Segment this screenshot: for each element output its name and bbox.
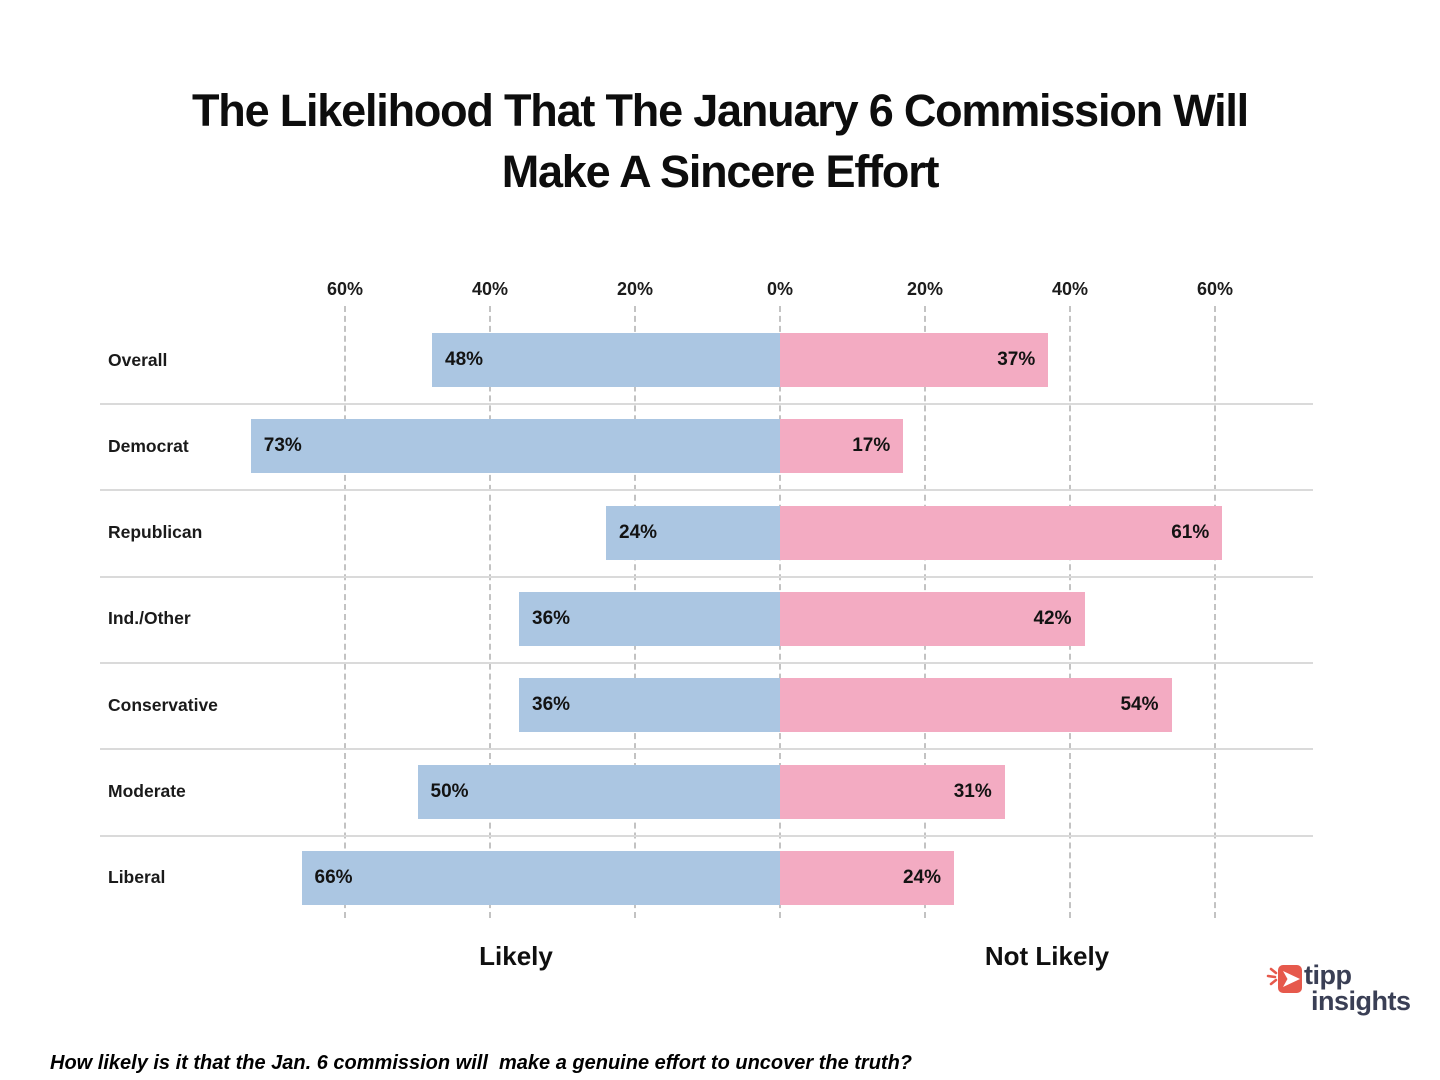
likely-bar: 66% [301,850,780,905]
row-separator [100,489,1313,492]
likely-value-label: 36% [532,607,571,629]
axis-tick-label: 20% [906,279,944,299]
likely-bar: 73% [250,419,780,474]
axis-tick-label: 0% [766,279,794,299]
tipp-logo-icon [1266,965,1302,993]
not-likely-value-label: 17% [852,435,891,457]
logo-word-tipp: tipp [1304,960,1352,990]
not-likely-bar: 61% [780,505,1223,560]
legend-likely-label: Likely [479,941,553,971]
tipp-insights-logo: tipp insights [1266,960,1426,1020]
axis-tick-label: 40% [1051,279,1089,299]
row-separator [100,661,1313,664]
not-likely-value-label: 31% [953,780,992,802]
not-likely-value-label: 42% [1033,607,1072,629]
gridline [489,306,491,918]
row-separator [100,748,1313,751]
row-separator [100,834,1313,837]
likely-value-label: 48% [445,349,484,370]
axis-tick-label: 20% [616,279,654,299]
not-likely-bar: 42% [780,591,1085,646]
category-label: Overall [108,349,168,370]
likely-value-label: 73% [263,435,302,457]
category-label: Ind./Other [108,608,191,629]
not-likely-bar: 54% [780,678,1172,733]
footer-question: How likely is it that the Jan. 6 commiss… [50,1052,913,1074]
axis-tick-label: 60% [1196,279,1234,299]
row-separator [100,575,1313,578]
chart-title: The Likelihood That The January 6 Commis… [0,80,1440,202]
logo-word-insights: insights [1311,986,1411,1016]
legend-not-likely-label: Not Likely [984,941,1110,971]
axis-tick-label: 40% [471,279,509,299]
not-likely-value-label: 61% [1171,521,1210,543]
likely-bar: 36% [519,678,780,733]
not-likely-bar: 24% [780,850,954,905]
likely-bar: 24% [606,505,780,560]
category-label: Republican [108,522,203,543]
likely-value-label: 36% [532,694,571,716]
row-separator [100,403,1313,405]
not-likely-bar: 17% [780,419,904,474]
not-likely-bar: 37% [780,333,1049,387]
chart-title-line2: Make A Sincere Effort [501,146,940,197]
likely-bar: 50% [417,764,780,819]
axis-tick-label: 60% [326,279,364,299]
likely-bar: 48% [432,333,780,387]
likely-bar: 36% [519,591,780,646]
footer-source-text: How likely is it that the Jan. 6 commiss… [50,986,912,1080]
category-label: Conservative [108,694,218,715]
likely-value-label: 50% [430,780,469,802]
chart-title-line1: The Likelihood That The January 6 Commis… [192,85,1249,136]
not-likely-value-label: 37% [997,349,1036,370]
category-label: Democrat [108,435,189,456]
gridline [344,306,346,918]
not-likely-value-label: 54% [1120,694,1159,716]
not-likely-value-label: 24% [902,866,941,888]
likely-value-label: 66% [314,866,353,888]
gridline [1214,306,1216,918]
category-label: Moderate [108,781,186,801]
category-label: Liberal [108,867,166,888]
likely-value-label: 24% [619,521,658,543]
not-likely-bar: 31% [780,764,1005,819]
